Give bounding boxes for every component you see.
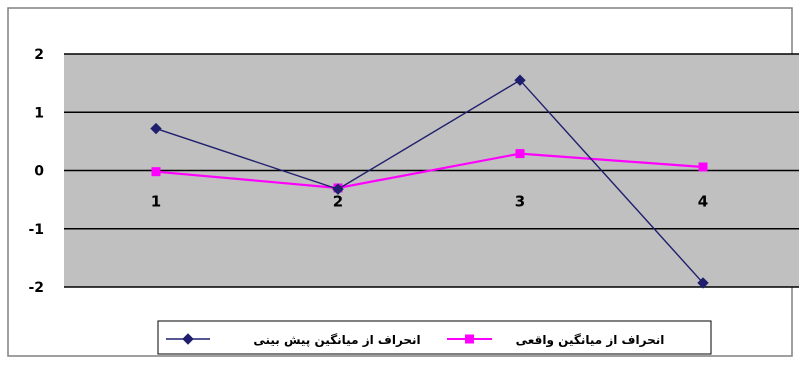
data-point	[150, 122, 162, 135]
x-axis-ticks: 1 2 3 4	[151, 193, 708, 211]
legend-box	[157, 320, 712, 355]
y-axis-ticks: 2 1 0 -1 -2	[28, 47, 44, 296]
legend-item: انحراف از میانگین پیش بینی	[166, 333, 421, 347]
series-lines	[150, 74, 709, 289]
data-point	[698, 162, 708, 172]
y-tick-label: 0	[34, 164, 44, 180]
legend: انحراف از میانگین پیش بینی انحراف از میان…	[157, 320, 712, 355]
data-point	[515, 149, 525, 159]
series-line	[155, 152, 704, 190]
legend-label: انحراف از میانگین پیش بینی	[253, 333, 420, 347]
y-tick-label: 2	[34, 47, 44, 63]
series-1	[150, 74, 709, 289]
legend-item: انحراف از میانگین واقعی	[447, 333, 664, 348]
x-tick-label: 2	[333, 193, 343, 211]
legend-label: انحراف از میانگین واقعی	[516, 333, 665, 348]
data-point	[697, 277, 709, 289]
series-line	[155, 79, 704, 284]
legend-marker	[182, 333, 194, 345]
x-tick-label: 4	[698, 193, 708, 211]
data-point	[151, 167, 161, 177]
y-tick-label: -2	[28, 280, 44, 296]
y-tick-label: -1	[28, 222, 44, 238]
data-point	[514, 74, 526, 86]
x-tick-label: 3	[515, 193, 525, 211]
legend-marker	[465, 334, 474, 344]
x-tick-label: 1	[151, 193, 161, 211]
y-tick-label: 1	[34, 105, 44, 121]
data-point	[332, 183, 344, 195]
